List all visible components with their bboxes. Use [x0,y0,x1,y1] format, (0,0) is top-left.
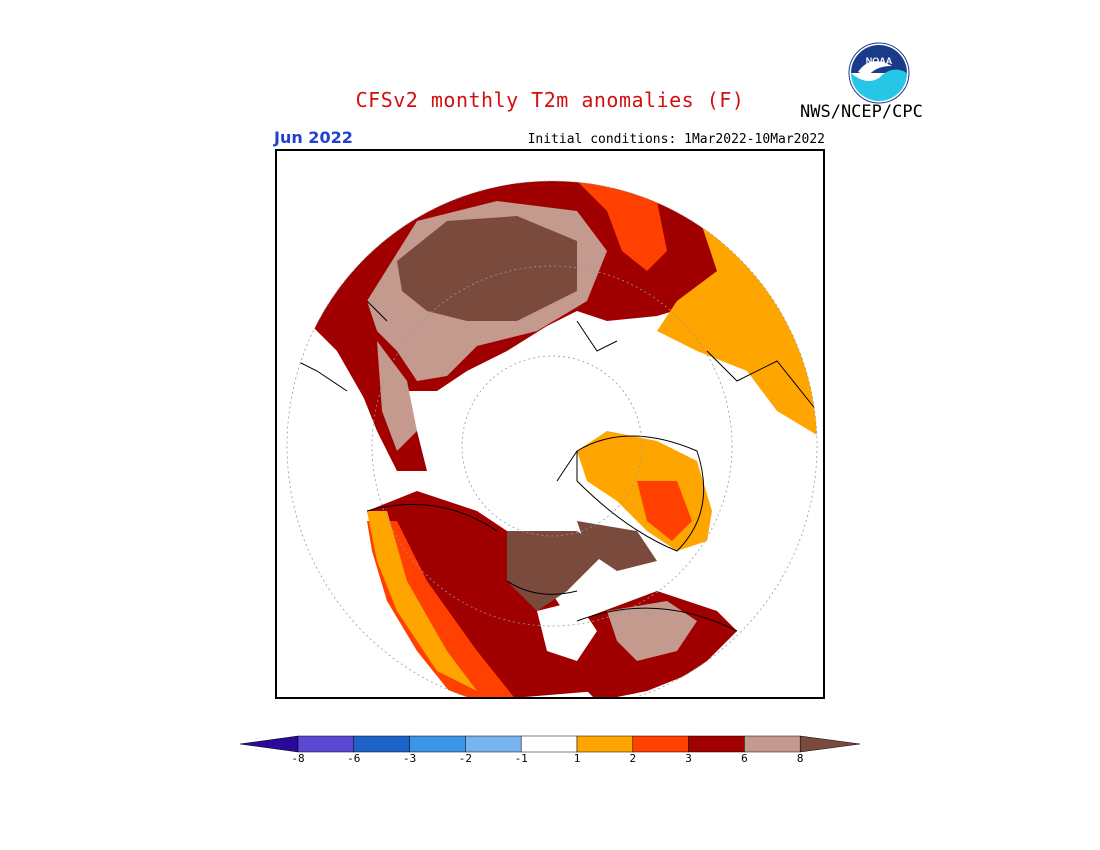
colorbar-swatch [520,735,578,753]
initial-conditions: Initial conditions: 1Mar2022-10Mar2022 [527,132,825,147]
colorbar-tick-label: 1 [573,752,581,765]
siberia-extreme-anomaly [397,216,577,321]
colorbar-swatch [632,735,689,753]
colorbar-tick-label: 3 [685,752,692,765]
logo-text: NOAA [866,56,893,66]
alaska-coast-warm [367,521,517,697]
archipelago-anomaly [577,521,657,571]
forecast-period: Jun 2022 [274,128,353,147]
colorbar-swatch [297,735,355,753]
colorbar-swatch [353,735,410,753]
noaa-logo-icon: NOAA [848,42,910,104]
colorbar-tick-label: 6 [741,752,748,765]
canada-extreme-anomaly [507,531,607,611]
colorbar-tick-label: 2 [629,752,637,765]
colorbar-tick-label: -3 [402,752,417,765]
europe-moderate-anomaly [547,181,667,271]
colorbar-tick-label: -2 [458,752,473,765]
colorbar-tick-label: -6 [347,752,361,765]
hudson-bay [537,601,597,661]
chart-title: CFSv2 monthly T2m anomalies (F) [355,88,745,112]
colorbar-labels: -8 -6 -3 -2 -1 1 2 3 6 8 [240,752,860,768]
colorbar [240,735,860,753]
colorbar-tick-label: -1 [514,752,528,765]
alaska-anomaly [367,491,597,697]
alaska-coast-mild [367,511,477,691]
west-siberia-inner [377,341,417,451]
colorbar-swatch [688,735,745,753]
colorbar-tick-label: -8 [291,752,305,765]
colorbar-swatch [465,735,522,753]
colorbar-swatch [744,735,801,753]
colorbar-swatch [576,735,634,753]
colorbar-tick-label: 8 [796,752,804,765]
colorbar-swatch [409,735,466,753]
coastline [296,300,817,632]
canada-east-inner [607,601,697,661]
agency-label: NWS/NCEP/CPC [800,102,923,122]
colorbar-arrow-low [240,735,299,753]
colorbar-arrow-high [799,735,860,753]
map-canvas [286,180,818,697]
polar-map [275,149,825,699]
greenland-moderate [637,481,692,541]
